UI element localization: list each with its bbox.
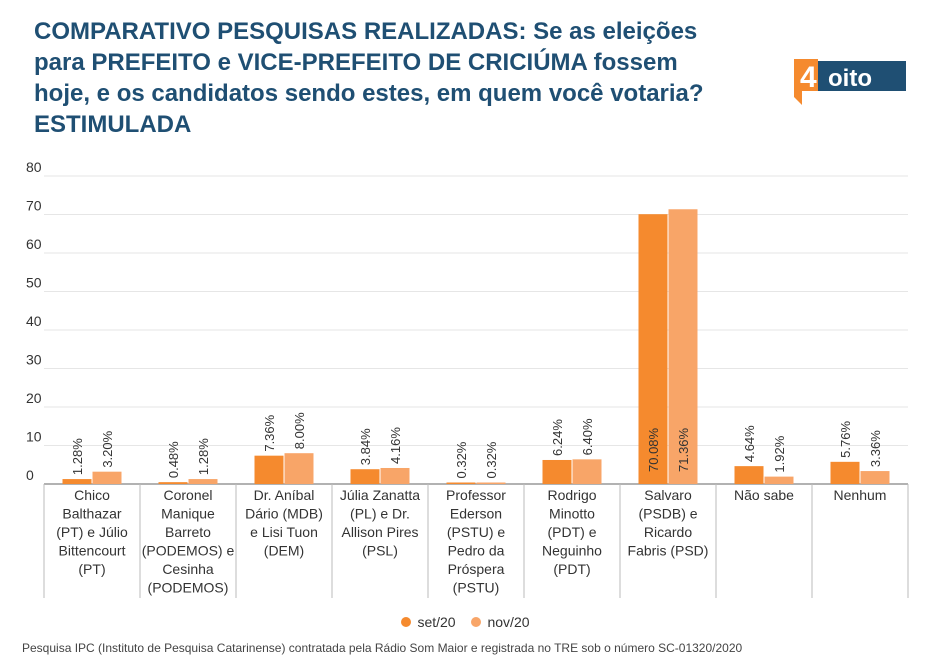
legend-label-set20: set/20 [417, 614, 456, 630]
x-tick-label: Fabris (PSD) [628, 543, 709, 559]
title-line-4: ESTIMULADA [34, 111, 192, 138]
data-label: 5.76% [838, 421, 853, 458]
bar-nov20 [860, 471, 890, 484]
x-tick-label: (PSTU) e [447, 524, 506, 540]
legend-label-nov20: nov/20 [487, 614, 530, 630]
data-label: 8.00% [292, 412, 307, 449]
legend-item-set20: set/20 [401, 614, 456, 630]
y-tick-label: 20 [26, 390, 42, 406]
x-tick-label: Bittencourt [59, 543, 126, 559]
x-tick-label: Minotto [549, 506, 595, 522]
y-tick-label: 30 [26, 352, 42, 368]
x-tick-label: (PT) e Júlio [56, 524, 128, 540]
data-label: 3.84% [358, 428, 373, 465]
x-tick-label: Rodrigo [547, 487, 596, 503]
x-tick-label: Não sabe [734, 487, 794, 503]
data-label: 0.32% [454, 441, 469, 478]
data-label: 7.36% [262, 414, 277, 451]
bar-nov20 [764, 476, 794, 484]
y-tick-label: 70 [26, 198, 42, 214]
svg-text:oito: oito [828, 65, 872, 92]
bar-nov20 [188, 479, 218, 484]
source-note: Pesquisa IPC (Instituto de Pesquisa Cata… [22, 641, 743, 655]
chart-title: COMPARATIVO PESQUISAS REALIZADAS: Se as … [34, 16, 754, 140]
title-line-1: COMPARATIVO PESQUISAS REALIZADAS: Se as … [34, 18, 698, 45]
x-tick-label: Barreto [165, 524, 211, 540]
x-tick-label: Nenhum [834, 487, 887, 503]
data-label: 71.36% [676, 427, 691, 472]
x-tick-label: (PODEMOS) e [142, 543, 235, 559]
svg-text:4: 4 [800, 61, 817, 94]
y-tick-label: 50 [26, 275, 42, 291]
bar-set20 [734, 466, 764, 484]
bar-set20 [830, 461, 860, 484]
data-label: 6.24% [550, 419, 565, 456]
bar-set20 [350, 469, 380, 484]
legend-swatch-nov20 [471, 617, 482, 627]
bar-set20 [446, 482, 476, 484]
data-label: 1.28% [70, 438, 85, 475]
x-tick-label: Cesinha [162, 561, 214, 577]
title-line-3: hoje, e os candidatos sendo estes, em qu… [34, 80, 704, 107]
x-tick-label: (DEM) [264, 543, 304, 559]
bar-set20 [254, 455, 284, 484]
y-tick-label: 10 [26, 429, 42, 445]
data-label: 70.08% [646, 427, 661, 472]
data-label: 4.64% [742, 425, 757, 462]
x-tick-label: Chico [74, 487, 110, 503]
x-tick-label: (PT) [78, 561, 105, 577]
x-tick-label: Manique [161, 506, 215, 522]
x-tick-label: Júlia Zanatta [340, 487, 420, 503]
x-tick-label: e Lisi Tuon [250, 524, 318, 540]
y-tick-label: 40 [26, 313, 42, 329]
x-tick-label: (PDT) [553, 561, 590, 577]
bar-set20 [638, 214, 668, 484]
bar-nov20 [92, 471, 122, 484]
x-tick-label: (PDT) e [548, 524, 597, 540]
y-tick-label: 60 [26, 236, 42, 252]
x-tick-label: (PODEMOS) [148, 580, 229, 596]
x-tick-label: (PSL) [362, 543, 398, 559]
title-line-2: para PREFEITO e VICE-PREFEITO DE CRICIÚM… [34, 49, 678, 76]
x-tick-label: Allison Pires [341, 524, 418, 540]
x-tick-label: Pedro da [448, 543, 505, 559]
x-tick-label: Ricardo [644, 524, 692, 540]
data-label: 3.20% [100, 430, 115, 467]
x-tick-label: (PSDB) e [638, 506, 697, 522]
x-tick-label: Ederson [450, 506, 502, 522]
y-tick-label: 0 [26, 467, 34, 483]
x-tick-label: Balthazar [62, 506, 121, 522]
y-tick-label: 80 [26, 159, 42, 175]
chart-legend: set/20 nov/20 [0, 614, 931, 630]
data-label: 1.28% [196, 438, 211, 475]
legend-item-nov20: nov/20 [471, 614, 530, 630]
data-label: 3.36% [868, 430, 883, 467]
x-tick-label: (PL) e Dr. [350, 506, 410, 522]
x-tick-label: Próspera [448, 561, 505, 577]
x-tick-label: Neguinho [542, 543, 602, 559]
data-label: 0.32% [484, 441, 499, 478]
bar-nov20 [668, 209, 698, 484]
x-tick-label: (PSTU) [453, 580, 500, 596]
bar-set20 [542, 459, 572, 484]
x-tick-label: Coronel [163, 487, 212, 503]
x-tick-label: Dário (MDB) [245, 506, 323, 522]
bar-nov20 [476, 482, 506, 484]
x-tick-label: Salvaro [644, 487, 692, 503]
data-label: 0.48% [166, 441, 181, 478]
data-label: 1.92% [772, 435, 787, 472]
bar-nov20 [284, 453, 314, 484]
bar-set20 [62, 479, 92, 484]
bar-nov20 [572, 459, 602, 484]
legend-swatch-set20 [401, 617, 412, 627]
bar-nov20 [380, 467, 410, 484]
data-label: 6.40% [580, 418, 595, 455]
bar-set20 [158, 482, 188, 484]
x-tick-label: Dr. Aníbal [254, 487, 315, 503]
data-label: 4.16% [388, 427, 403, 464]
x-tick-label: Professor [446, 487, 506, 503]
